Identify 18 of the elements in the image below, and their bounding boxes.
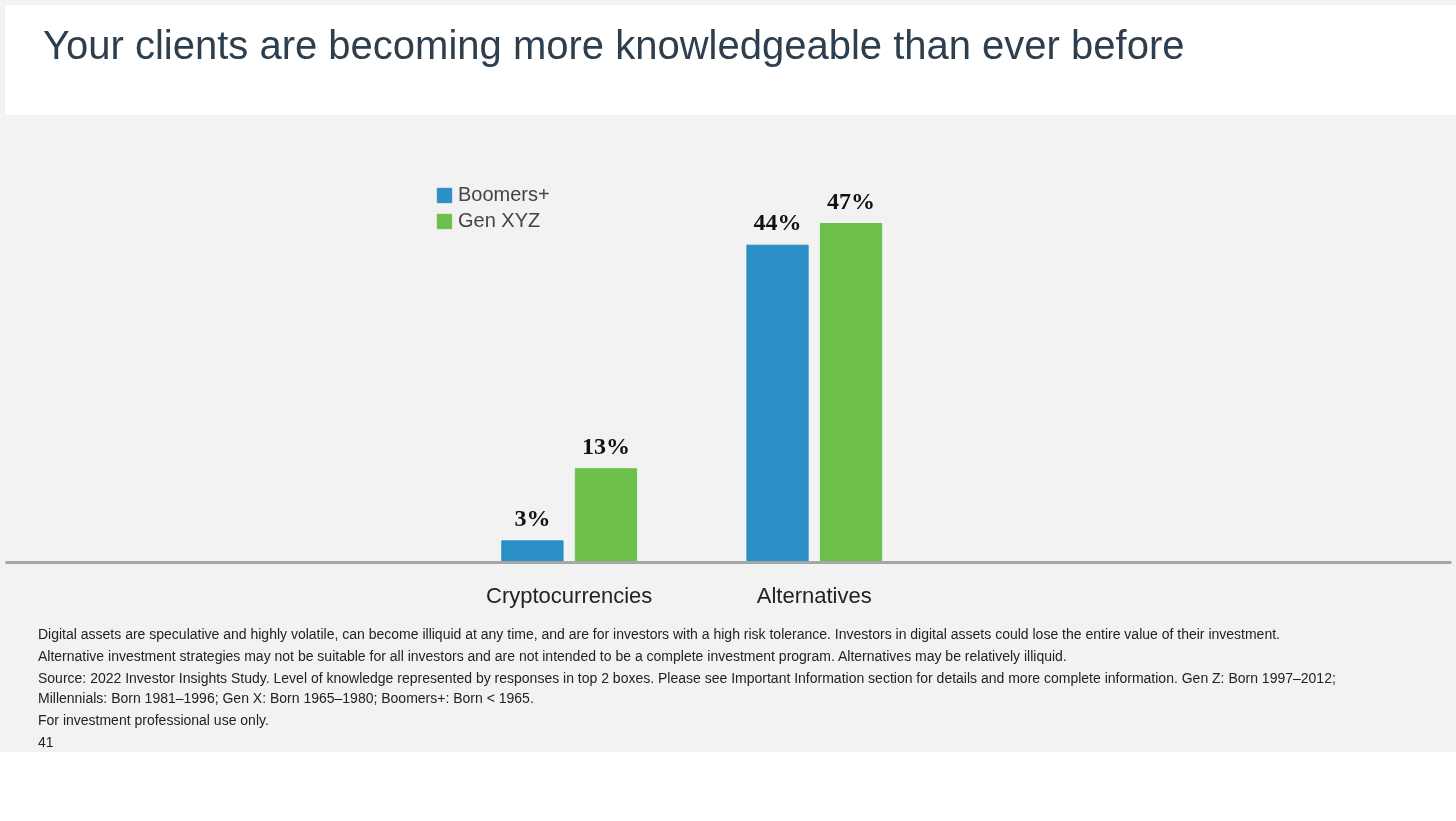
data-label: 44%: [753, 209, 802, 236]
data-label: 3%: [514, 504, 551, 531]
x-tick-label: Alternatives: [756, 582, 872, 608]
text: Alternative investment strategies may not be suitable for all investors and are not intended to be a complete investment program. Alternatives may be relatively illiquid.: [38, 647, 1067, 666]
text: Digital assets are speculative and highly volatile, can become illiquid at any time, and are for investors with a high risk tolerance. Investors in digital assets could lose the entire value of their investment.: [38, 625, 1280, 644]
bar: [746, 244, 809, 563]
data-label: 47%: [827, 187, 876, 214]
bar: [501, 540, 564, 563]
chart-title: Your clients are becoming more knowledgeable than ever before: [43, 22, 1185, 69]
legend-label: Boomers+: [458, 183, 550, 206]
x-tick-label: Cryptocurrencies: [486, 582, 653, 608]
bar: [574, 468, 638, 563]
source-note: Source: 2022 Investor Insights Study. Level of knowledge represented by responses in top 2 boxes. Please see Important Information section for details and more complete information. Gen Z: Born 1997–2012; Millennials: Born 1981–1996; Gen X: Born 1965–1980; Boomers+: Born < 1965.: [38, 669, 1337, 708]
data-label: 13%: [581, 432, 630, 459]
legend-label: Gen XYZ: [458, 209, 541, 232]
bar: [819, 223, 883, 563]
text: For investment professional use only.: [38, 711, 269, 730]
text: 41: [38, 733, 54, 752]
